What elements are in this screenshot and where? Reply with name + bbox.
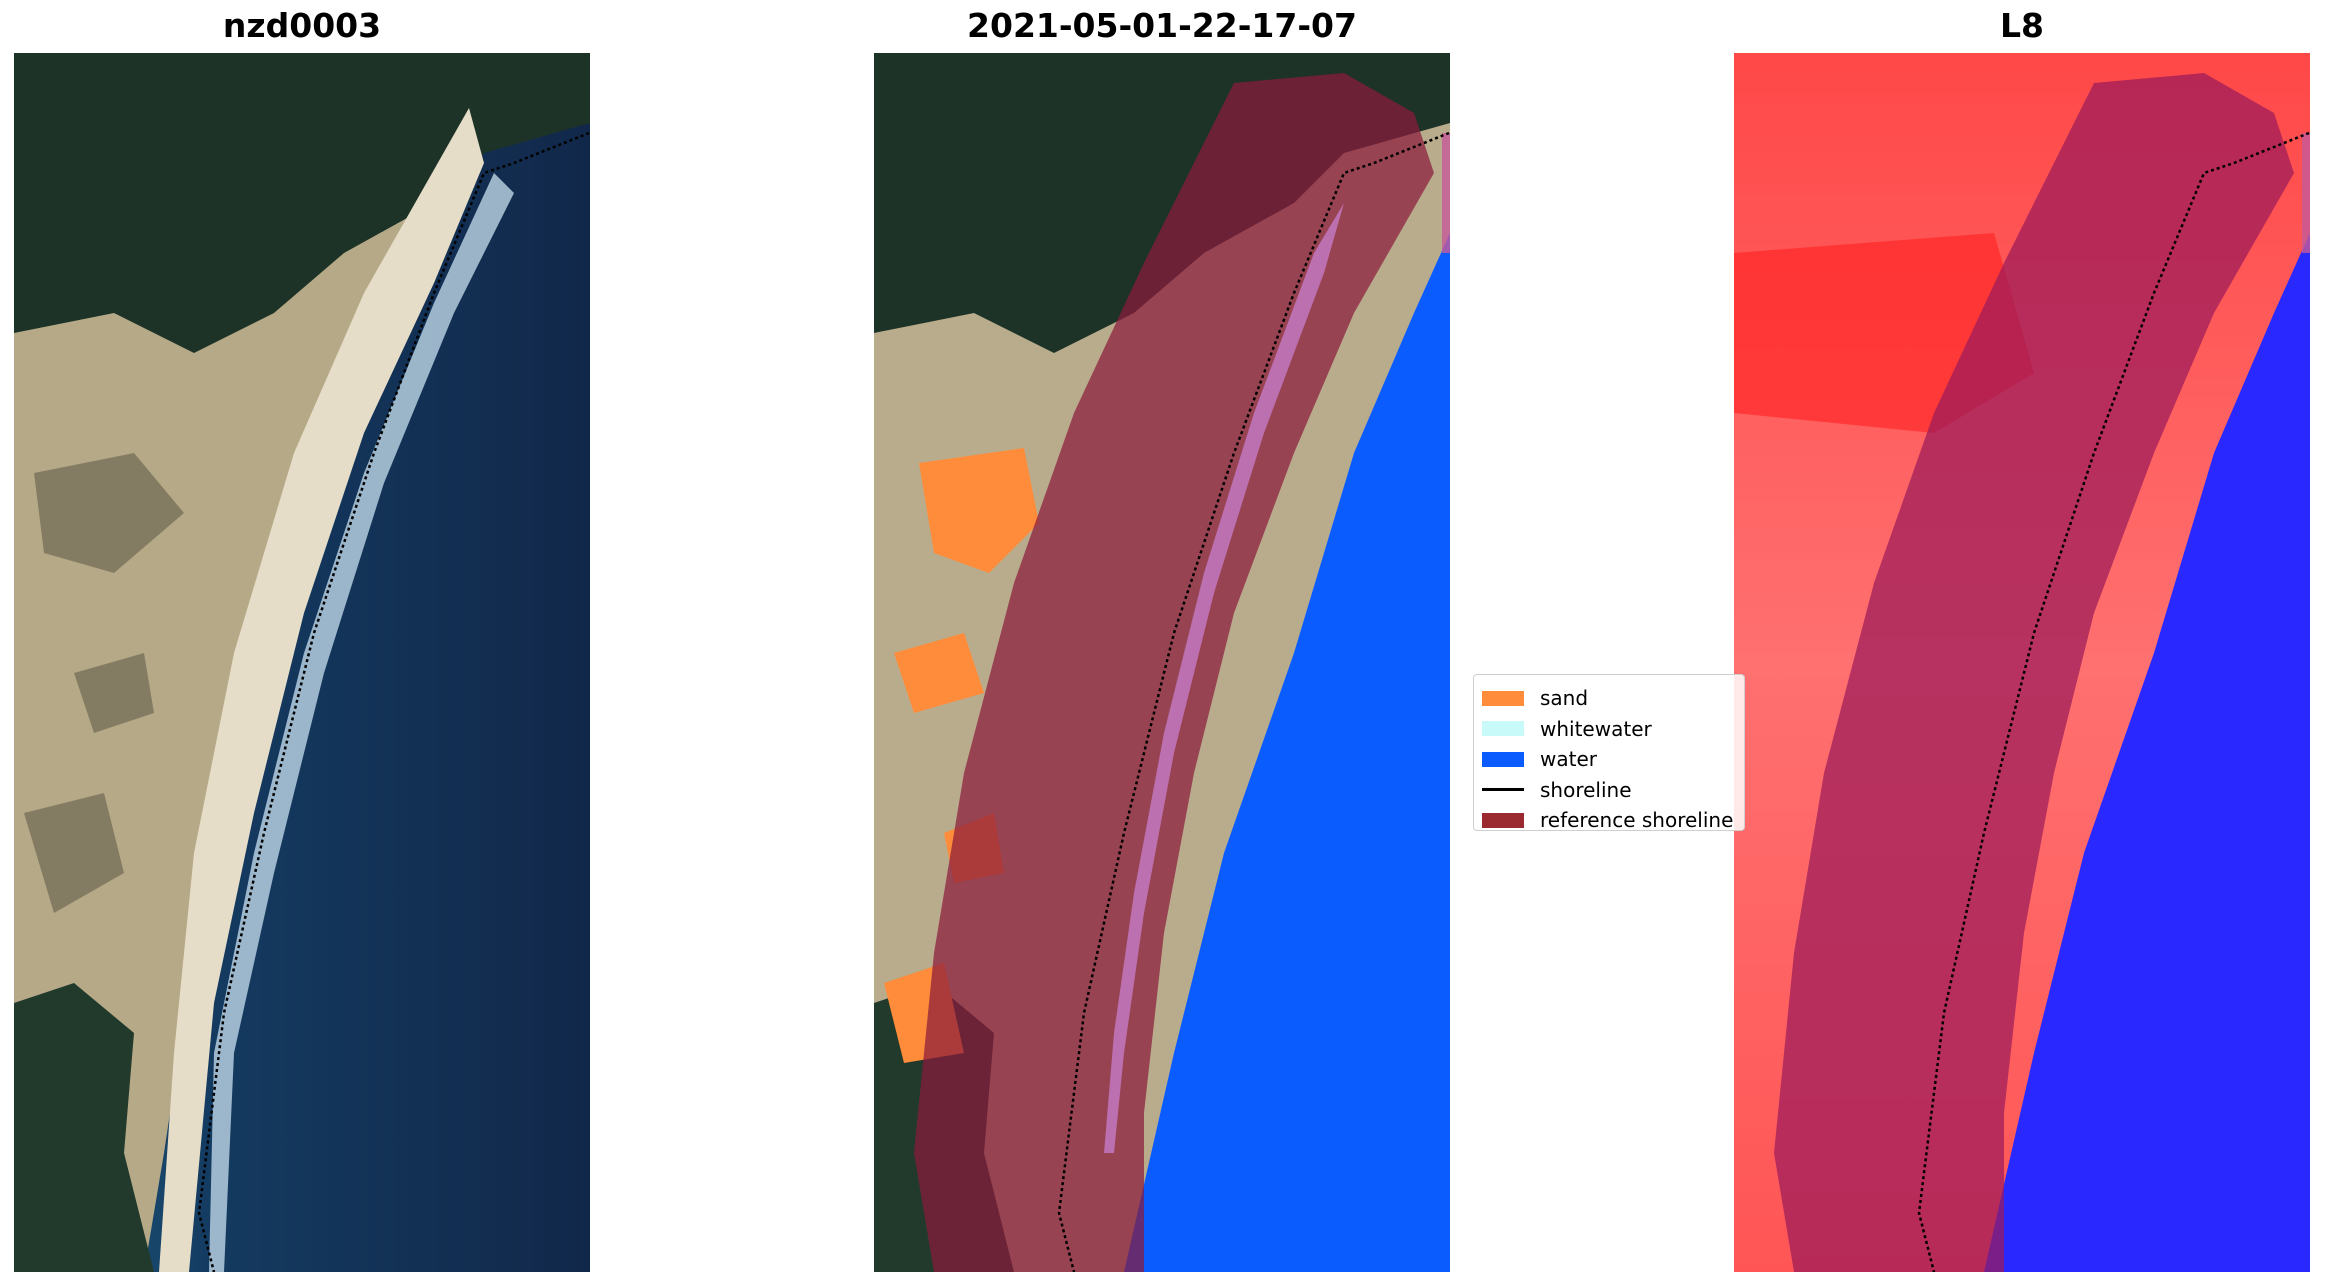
legend-swatch-reference-shoreline <box>1482 812 1524 828</box>
vegetation-patches <box>24 453 184 913</box>
reference-shoreline-buffer <box>914 73 1434 1272</box>
legend-swatch-sand <box>1482 690 1524 706</box>
legend-label-water: water <box>1540 747 1597 772</box>
shoreline-dotted <box>1917 131 2310 1272</box>
reference-shoreline-buffer <box>1774 73 2294 1272</box>
legend-item-shoreline: shoreline <box>1482 775 1744 806</box>
legend-item-whitewater: whitewater <box>1482 714 1744 745</box>
legend-label-shoreline: shoreline <box>1540 777 1632 802</box>
edge-strip <box>2302 133 2310 253</box>
panel-title-index: L8 <box>2000 6 2044 45</box>
legend-label-whitewater: whitewater <box>1540 716 1652 741</box>
legend-label-reference-shoreline: reference shoreline <box>1540 808 1734 833</box>
panel-title-classified: 2021-05-01-22-17-07 <box>967 6 1357 45</box>
legend-line-shoreline <box>1482 788 1524 792</box>
water-index <box>1984 233 2310 1272</box>
forest-north <box>14 53 590 353</box>
rgb-image <box>14 53 590 1272</box>
forest-south <box>14 983 154 1272</box>
legend-item-sand: sand <box>1482 683 1744 714</box>
legend-swatch-water <box>1482 751 1524 767</box>
legend-item-reference-shoreline: reference shoreline <box>1482 805 1744 836</box>
edge-strip <box>1442 133 1450 253</box>
shoreline-dotted <box>197 131 590 1272</box>
panel-title-rgb: nzd0003 <box>222 6 382 45</box>
legend-item-water: water <box>1482 744 1744 775</box>
water-class <box>1124 233 1450 1272</box>
sand-class <box>884 448 1039 1063</box>
classified-image <box>874 53 1450 1272</box>
index-image <box>1734 53 2310 1272</box>
legend-label-sand: sand <box>1540 686 1589 711</box>
shoreline-dotted <box>1057 131 1450 1272</box>
beach <box>159 108 484 1272</box>
legend-swatch-whitewater <box>1482 721 1524 737</box>
legend: sand whitewater water shoreline referenc… <box>1473 674 1745 832</box>
